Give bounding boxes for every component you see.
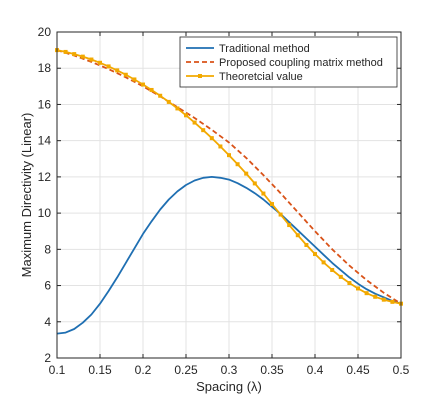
y-axis-label: Maximum Directivity (Linear) bbox=[19, 113, 34, 278]
series-lines bbox=[55, 48, 403, 335]
x-tick-label: 0.45 bbox=[346, 363, 370, 377]
theoretical-value-marker bbox=[270, 202, 274, 207]
theoretical-value-marker bbox=[295, 233, 300, 238]
x-tick-label: 0.1 bbox=[49, 363, 66, 377]
theoretical-value-marker bbox=[184, 113, 188, 118]
theoretical-value-marker bbox=[252, 181, 257, 186]
theoretical-value-marker bbox=[287, 223, 292, 228]
legend-theoretical-value-label: Theoretcial value bbox=[219, 71, 303, 83]
traditional-method-line bbox=[56, 175, 402, 335]
theoretical-value-marker bbox=[235, 162, 240, 167]
y-tick-label: 8 bbox=[44, 242, 51, 256]
theoretical-value-marker bbox=[261, 191, 266, 196]
theoretical-value-marker bbox=[98, 60, 102, 65]
legend-traditional-method-label: Traditional method bbox=[219, 43, 310, 55]
theoretical-value-marker bbox=[330, 267, 335, 272]
theoretical-value-marker bbox=[158, 93, 163, 98]
theoretical-value-marker bbox=[149, 87, 154, 92]
theoretical-value-marker bbox=[227, 153, 231, 158]
legend-proposed-coupling-label: Proposed coupling matrix method bbox=[219, 57, 383, 69]
x-tick-label: 0.4 bbox=[307, 363, 324, 377]
legend-box bbox=[179, 36, 398, 88]
x-tick-label: 0.15 bbox=[88, 363, 112, 377]
x-tick-label: 0.5 bbox=[393, 363, 410, 377]
theoretical-value-marker bbox=[175, 106, 180, 111]
theoretical-value-marker bbox=[390, 299, 395, 304]
theoretical-value-marker bbox=[201, 128, 206, 133]
y-tick-label: 18 bbox=[38, 61, 52, 75]
theoretical-value-marker bbox=[347, 281, 352, 286]
legend-theoretical-value-marker bbox=[198, 74, 202, 78]
theoretical-value-marker bbox=[356, 286, 360, 291]
theoretical-value-marker bbox=[338, 274, 343, 279]
x-tick-label: 0.2 bbox=[135, 363, 152, 377]
theoretical-value-marker bbox=[244, 171, 249, 176]
x-tick-label: 0.25 bbox=[174, 363, 198, 377]
legend: Traditional method Proposed coupling matr… bbox=[179, 36, 398, 88]
theoretical-value-marker bbox=[373, 294, 378, 299]
theoretical-value-marker bbox=[278, 212, 283, 217]
theoretical-value-marker bbox=[218, 144, 223, 149]
theoretical-value-marker bbox=[381, 297, 386, 302]
x-tick-label: 0.3 bbox=[221, 363, 238, 377]
theoretical-value-marker bbox=[132, 77, 137, 82]
y-tick-label: 2 bbox=[44, 351, 51, 365]
theoretical-value-marker bbox=[115, 68, 120, 73]
y-tick-label: 10 bbox=[38, 206, 52, 220]
theoretical-value-marker bbox=[364, 291, 369, 296]
y-tick-label: 20 bbox=[38, 25, 52, 39]
y-tick-label: 4 bbox=[44, 315, 51, 329]
x-axis-label: Spacing (λ) bbox=[196, 379, 262, 394]
theoretical-value-marker bbox=[123, 72, 128, 77]
theoretical-value-marker bbox=[304, 242, 309, 247]
y-tick-label: 12 bbox=[38, 170, 52, 184]
axis-ticks: 0.1 0.15 0.2 0.25 0.3 0.35 0.4 0.45 0.5 2 4 6 8 10 12 1… bbox=[38, 25, 410, 377]
y-tick-label: 14 bbox=[38, 134, 52, 148]
theoretical-value-marker bbox=[89, 57, 94, 62]
x-tick-label: 0.35 bbox=[260, 363, 284, 377]
theoretical-value-marker bbox=[106, 64, 111, 69]
y-tick-label: 16 bbox=[38, 97, 52, 111]
theoretical-value-marker bbox=[321, 260, 326, 265]
proposed-coupling-line bbox=[56, 49, 402, 305]
theoretical-value-marker bbox=[141, 82, 145, 87]
theoretical-value-marker bbox=[63, 49, 68, 54]
theoretical-value-marker bbox=[192, 120, 197, 125]
theoretical-value-marker bbox=[209, 136, 214, 141]
theoretical-value-marker bbox=[80, 54, 85, 59]
theoretical-value-marker bbox=[166, 99, 171, 104]
y-tick-label: 6 bbox=[44, 279, 51, 293]
theoretical-value-marker bbox=[72, 52, 77, 57]
theoretical-value-marker bbox=[313, 252, 317, 257]
